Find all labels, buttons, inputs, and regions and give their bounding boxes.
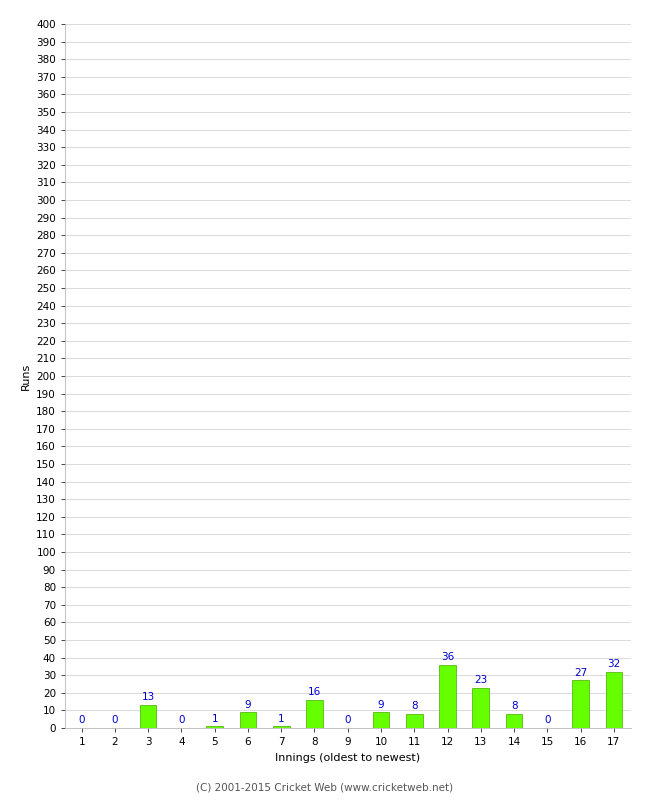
Text: 27: 27	[574, 668, 587, 678]
Bar	[439, 665, 456, 728]
Bar	[207, 726, 223, 728]
Bar	[240, 712, 256, 728]
Text: 0: 0	[178, 715, 185, 726]
Text: 9: 9	[244, 699, 252, 710]
Text: 8: 8	[511, 702, 517, 711]
Bar	[606, 672, 622, 728]
Text: (C) 2001-2015 Cricket Web (www.cricketweb.net): (C) 2001-2015 Cricket Web (www.cricketwe…	[196, 782, 454, 792]
Text: 0: 0	[112, 715, 118, 726]
Bar	[372, 712, 389, 728]
Text: 1: 1	[211, 714, 218, 724]
Text: 36: 36	[441, 652, 454, 662]
Bar	[572, 681, 589, 728]
Bar	[273, 726, 289, 728]
Text: 0: 0	[79, 715, 85, 726]
Text: 1: 1	[278, 714, 285, 724]
X-axis label: Innings (oldest to newest): Innings (oldest to newest)	[275, 753, 421, 762]
Bar	[406, 714, 422, 728]
Text: 0: 0	[544, 715, 551, 726]
Text: 23: 23	[474, 675, 488, 685]
Bar	[506, 714, 523, 728]
Bar	[140, 705, 157, 728]
Text: 9: 9	[378, 699, 384, 710]
Text: 32: 32	[607, 659, 621, 669]
Text: 16: 16	[308, 687, 321, 698]
Text: 8: 8	[411, 702, 417, 711]
Text: 13: 13	[142, 693, 155, 702]
Y-axis label: Runs: Runs	[21, 362, 31, 390]
Bar	[306, 700, 323, 728]
Text: 0: 0	[344, 715, 351, 726]
Bar	[473, 687, 489, 728]
